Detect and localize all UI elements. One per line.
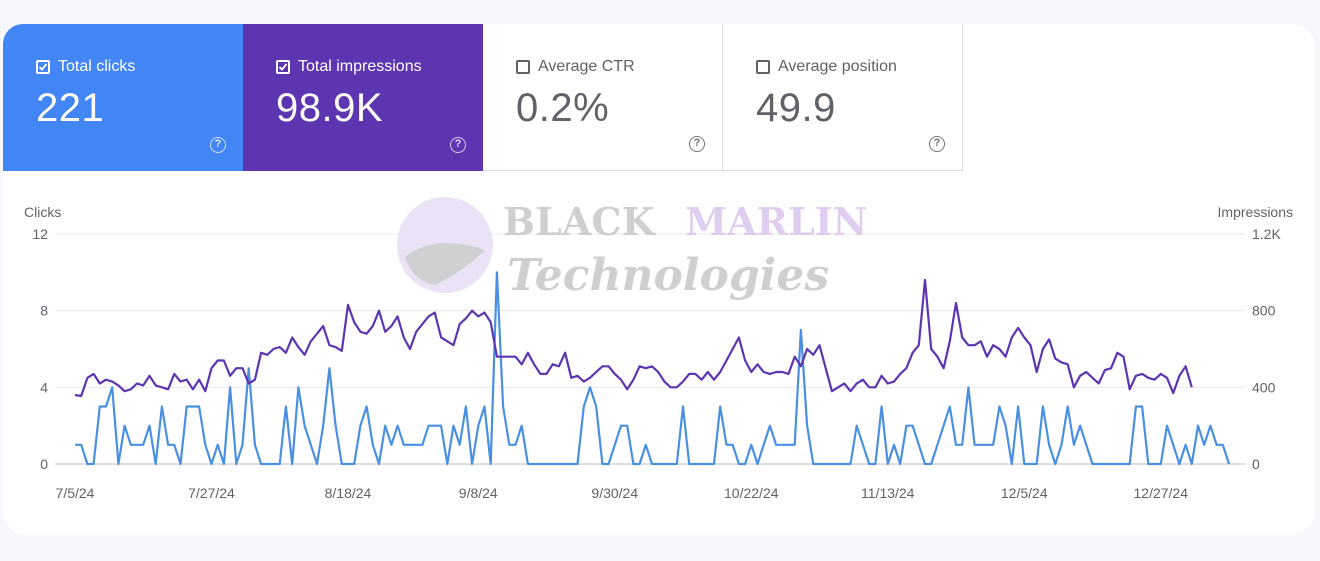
help-icon[interactable]: ? (450, 137, 466, 153)
metric-value: 98.9K (276, 86, 384, 130)
left-tick-label: 12 (32, 226, 48, 242)
checkbox-checked-icon[interactable] (36, 60, 50, 74)
metric-total-clicks[interactable]: Total clicks 221 ? (3, 24, 243, 171)
left-tick-label: 0 (40, 456, 48, 472)
metric-total-impressions[interactable]: Total impressions 98.9K ? (243, 24, 483, 171)
x-tick-label: 9/8/24 (459, 485, 498, 501)
metric-label: Total impressions (298, 58, 422, 75)
x-tick-label: 12/27/24 (1134, 485, 1189, 501)
right-tick-label: 0 (1252, 456, 1260, 472)
x-tick-label: 7/27/24 (188, 485, 235, 501)
right-tick-label: 1.2K (1252, 226, 1281, 242)
help-icon[interactable]: ? (929, 136, 945, 152)
x-tick-label: 12/5/24 (1001, 485, 1048, 501)
metric-label: Average position (778, 58, 897, 75)
x-tick-label: 9/30/24 (591, 485, 638, 501)
metric-label: Total clicks (58, 58, 136, 75)
right-tick-label: 400 (1252, 379, 1276, 395)
x-tick-label: 8/18/24 (325, 485, 372, 501)
checkbox-unchecked-icon[interactable] (516, 60, 530, 74)
help-icon[interactable]: ? (210, 137, 226, 153)
x-tick-label: 11/13/24 (861, 485, 915, 501)
impressions-series-line (74, 278, 1193, 398)
checkbox-unchecked-icon[interactable] (756, 60, 770, 74)
performance-card: Total clicks 221 ? Total impressions 98.… (3, 24, 1315, 535)
left-tick-label: 8 (40, 303, 48, 319)
metric-average-position[interactable]: Average position 49.9 ? (723, 24, 963, 171)
metric-value: 221 (36, 86, 105, 130)
clicks-series-line (75, 271, 1231, 466)
metric-label: Average CTR (538, 58, 635, 75)
right-axis-title: Impressions (1217, 204, 1293, 220)
x-tick-label: 10/22/24 (724, 485, 779, 501)
checkbox-checked-icon[interactable] (276, 60, 290, 74)
metric-value: 0.2% (516, 86, 610, 130)
left-tick-label: 4 (40, 379, 48, 395)
metric-value: 49.9 (756, 86, 836, 130)
right-tick-label: 800 (1252, 303, 1276, 319)
metric-tiles: Total clicks 221 ? Total impressions 98.… (3, 24, 963, 171)
help-icon[interactable]: ? (689, 136, 705, 152)
metric-average-ctr[interactable]: Average CTR 0.2% ? (483, 24, 723, 171)
x-tick-label: 7/5/24 (56, 485, 95, 501)
left-axis-title: Clicks (24, 204, 62, 220)
